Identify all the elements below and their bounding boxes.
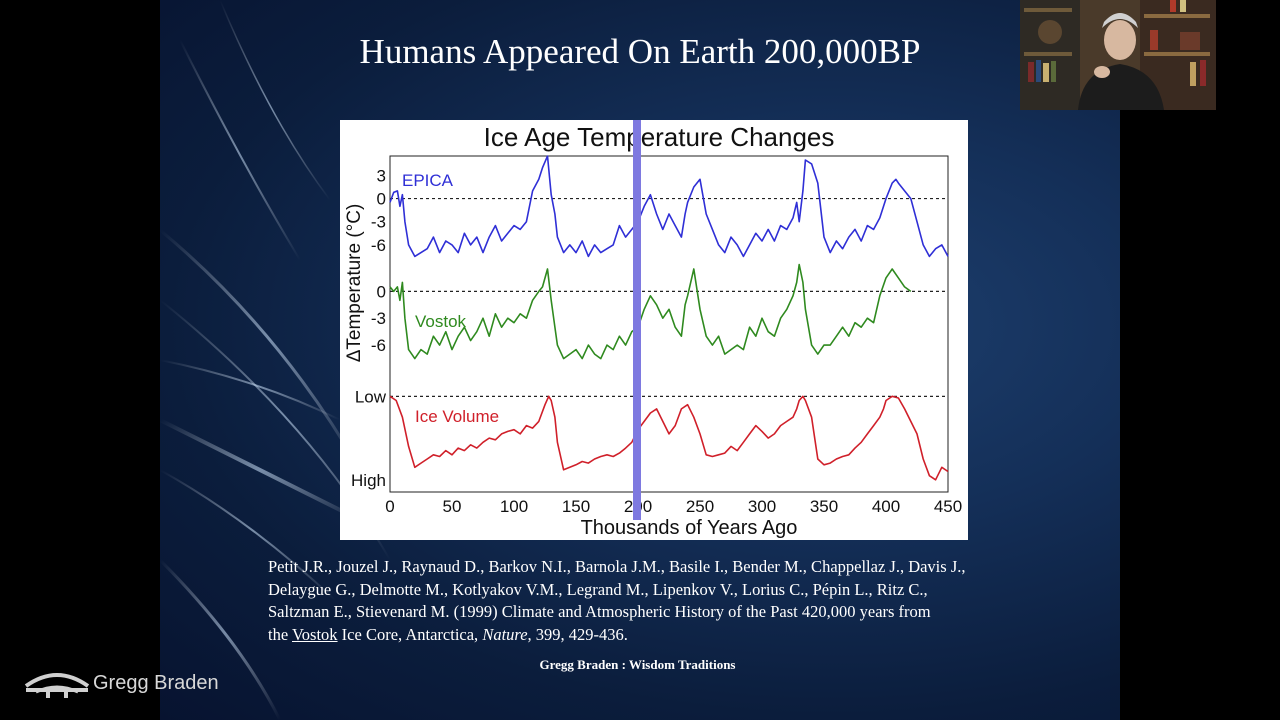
webcam-feed	[1020, 0, 1216, 110]
left-letterbox	[0, 0, 160, 720]
y-axis-label: ΔTemperature (°C)	[344, 204, 365, 363]
x-tick-label: 50	[443, 497, 462, 516]
series-line-vostok	[389, 263, 912, 360]
y-tick-label: -3	[371, 213, 386, 232]
y-tick-label: 0	[377, 190, 386, 209]
y-tick-label: High	[351, 471, 386, 490]
citation-suffix: , 399, 429-436.	[527, 624, 628, 644]
y-tick-label: 0	[377, 282, 386, 301]
series-label: EPICA	[402, 171, 454, 190]
y-tick-label: Low	[355, 387, 387, 406]
brand-name: Gregg Braden	[93, 672, 219, 694]
ice-age-chart: Ice Age Temperature Changes 3 0 -3 -6 EPICA 0 -…	[344, 100, 962, 539]
slide-light-streaks	[160, 0, 391, 720]
citation-journal: Nature	[482, 624, 528, 644]
citation-line-1: Petit J.R., Jouzel J., Raynaud D., Barko…	[268, 557, 966, 576]
citation-prefix: the	[268, 624, 292, 644]
y-tick-label: -6	[371, 236, 386, 255]
x-tick-label: 150	[562, 497, 590, 516]
citation-line-3: Saltzman E., Stievenard M. (1999) Climat…	[268, 602, 931, 621]
x-axis-label: Thousands of Years Ago	[581, 517, 798, 539]
citation-line-4: the Vostok Ice Core, Antarctica, Nature,…	[268, 624, 1088, 647]
presenter-webcam	[1020, 0, 1216, 110]
y-tick-label: -3	[371, 309, 386, 328]
x-tick-label: 350	[810, 497, 838, 516]
series-line-ice-volume	[389, 395, 949, 481]
presentation-slide: Humans Appeared On Earth 200,000BP Ice A…	[160, 0, 1120, 720]
bridge-logo-icon	[24, 673, 90, 698]
right-letterbox	[1120, 0, 1280, 720]
chart-panel: Ice Age Temperature Changes 3 0 -3 -6 EPICA 0 -…	[340, 100, 968, 540]
citation-mid: Ice Core, Antarctica,	[337, 624, 483, 644]
series-label: Vostok	[415, 312, 467, 331]
citation-line-2: Delaygue G., Delmotte M., Kotlyakov V.M.…	[268, 579, 928, 599]
footer-credit: Gregg Braden : Wisdom Traditions	[539, 657, 736, 672]
citation-vostok-link[interactable]: Vostok	[292, 624, 338, 644]
y-tick-label: -6	[371, 336, 386, 355]
y-tick-label: 3	[377, 166, 386, 185]
x-tick-label: 450	[934, 497, 962, 516]
series-line-epica	[389, 155, 949, 258]
x-tick-label: 400	[872, 497, 900, 516]
citation: Petit J.R., Jouzel J., Raynaud D., Barko…	[268, 556, 1088, 646]
x-tick-label: 100	[500, 497, 528, 516]
series-label: Ice Volume	[415, 407, 499, 426]
slide-title: Humans Appeared On Earth 200,000BP	[359, 32, 921, 71]
x-tick-label: 250	[686, 497, 714, 516]
humans-appeared-marker	[633, 100, 641, 520]
chart-title: Ice Age Temperature Changes	[484, 122, 835, 152]
x-tick-label: 0	[385, 497, 394, 516]
x-tick-label: 300	[748, 497, 776, 516]
